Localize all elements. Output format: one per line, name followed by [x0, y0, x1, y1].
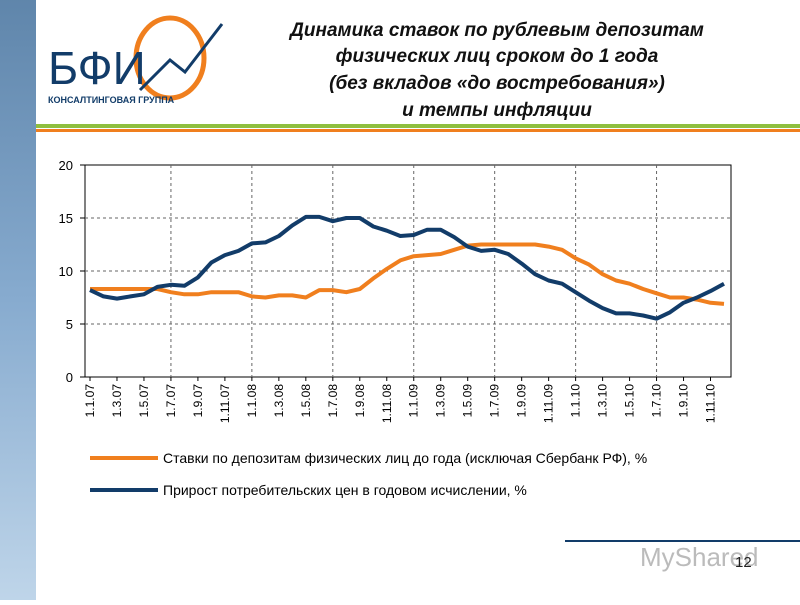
- legend-label: Ставки по депозитам физических лиц до го…: [163, 450, 647, 466]
- x-tick-label: 1.5.07: [137, 384, 151, 418]
- x-tick-label: 1.7.09: [488, 384, 502, 418]
- y-tick-label: 0: [66, 370, 73, 385]
- logo-subtitle: КОНСАЛТИНГОВАЯ ГРУППА: [48, 95, 175, 105]
- x-tick-label: 1.3.09: [434, 384, 448, 418]
- chart: 0 5 10 15 20 1.1.07 1.3.07 1.5.07 1.7.07 1.9.07 1.…: [59, 158, 732, 498]
- y-tick-label: 15: [59, 211, 73, 226]
- page-number: 12: [735, 554, 752, 571]
- x-tick-label: 1.7.07: [164, 384, 178, 418]
- x-tick-label: 1.7.10: [650, 384, 664, 418]
- x-tick-label: 1.3.07: [110, 384, 124, 418]
- x-tick-label: 1.3.08: [272, 384, 286, 418]
- x-tick-label: 1.1.09: [407, 384, 421, 418]
- x-tick-label: 1.9.07: [191, 384, 205, 418]
- logo: БФИ КОНСАЛТИНГОВАЯ ГРУППА: [48, 15, 224, 105]
- y-tick-label: 5: [66, 317, 73, 332]
- x-tick-label: 1.5.09: [461, 384, 475, 418]
- watermark: MyShared: [640, 542, 759, 572]
- x-tick-label: 1.9.08: [353, 384, 367, 418]
- x-tick-label: 1.5.08: [299, 384, 313, 418]
- logo-arrow: [138, 23, 224, 92]
- x-tick-label: 1.1.08: [245, 384, 259, 418]
- chart-title: физических лиц сроком до 1 года: [336, 46, 659, 67]
- x-tick-label: 1.11.10: [704, 384, 718, 423]
- chart-title: Динамика ставок по рублевым депозитам: [288, 20, 704, 41]
- x-tick-label: 1.11.07: [218, 384, 232, 423]
- chart-title: (без вкладов «до востребования»): [329, 73, 665, 94]
- x-tick-label: 1.1.07: [83, 384, 97, 418]
- series-line: [89, 214, 725, 321]
- logo-ring: [133, 15, 207, 101]
- y-tick-label: 20: [59, 158, 73, 173]
- header-rule: [36, 129, 800, 132]
- y-tick-label: 10: [59, 264, 73, 279]
- x-tick-label: 1.1.10: [569, 384, 583, 418]
- x-tick-label: 1.9.10: [677, 384, 691, 418]
- series-line: [90, 242, 725, 306]
- x-tick-label: 1.11.08: [380, 384, 394, 423]
- side-decoration: [0, 0, 36, 600]
- x-tick-label: 1.9.09: [515, 384, 529, 418]
- x-tick-label: 1.11.09: [542, 384, 556, 423]
- header-rule: [36, 124, 800, 128]
- x-tick-label: 1.3.10: [596, 384, 610, 418]
- chart-title: и темпы инфляции: [402, 100, 592, 121]
- x-tick-label: 1.7.08: [326, 384, 340, 418]
- legend-label: Прирост потребительских цен в годовом ис…: [163, 482, 527, 498]
- logo-name: БФИ: [48, 42, 146, 94]
- x-tick-label: 1.5.10: [623, 384, 637, 418]
